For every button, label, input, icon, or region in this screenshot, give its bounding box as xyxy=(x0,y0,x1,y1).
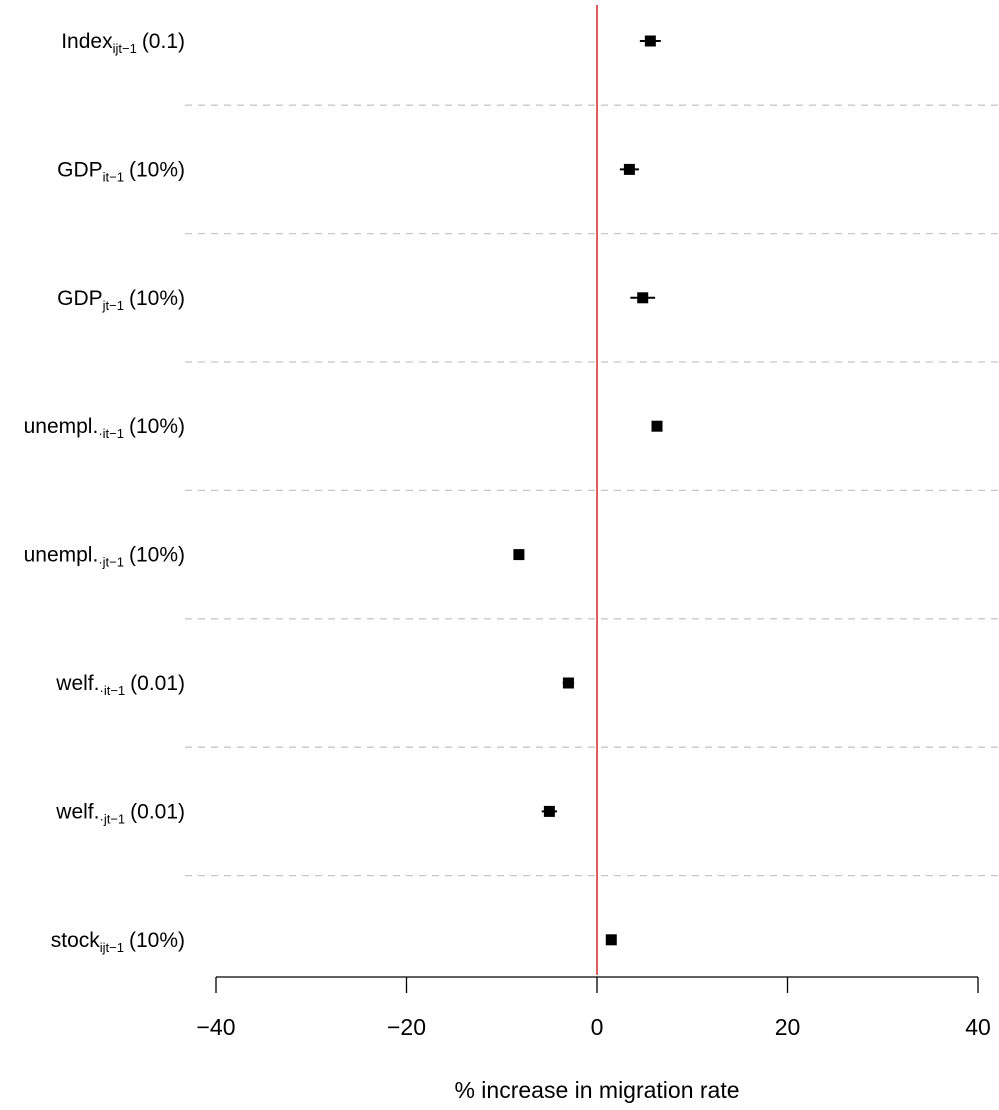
point-estimate xyxy=(644,35,656,47)
label-subscript: ijt−1 xyxy=(100,940,124,955)
y-tick-label: welf.·it−1 (0.01) xyxy=(55,672,185,698)
label-subscript: ·it−1 xyxy=(99,683,125,698)
label-scale: (10%) xyxy=(129,158,185,181)
y-tick-label: GDPit−1 (10%) xyxy=(57,158,185,184)
label-subscript: ·jt−1 xyxy=(98,555,124,570)
x-tick-label: 20 xyxy=(775,1014,801,1040)
y-tick-label: unempl.·jt−1 (10%) xyxy=(24,544,185,570)
label-main: Index xyxy=(61,30,113,53)
label-main: GDP xyxy=(57,287,103,310)
point-estimate xyxy=(543,805,555,817)
y-tick-label: stockijt−1 (10%) xyxy=(51,929,185,955)
label-main: unempl. xyxy=(24,544,99,567)
label-scale: (0.01) xyxy=(130,800,185,823)
label-main: welf. xyxy=(55,672,99,695)
point-estimate xyxy=(562,677,574,689)
label-main: stock xyxy=(51,929,101,952)
x-tick-label: −20 xyxy=(387,1014,426,1040)
y-tick-label: GDPjt−1 (10%) xyxy=(57,287,185,313)
y-tick-label: unempl.·it−1 (10%) xyxy=(24,415,185,441)
y-tick-label: Indexijt−1 (0.1) xyxy=(61,30,185,56)
point-estimate xyxy=(651,420,663,432)
label-main: welf. xyxy=(55,800,99,823)
x-tick-label: 0 xyxy=(591,1014,604,1040)
label-subscript: ·jt−1 xyxy=(99,811,125,826)
y-tick-label: welf.·jt−1 (0.01) xyxy=(55,800,185,826)
point-estimate xyxy=(513,549,525,561)
label-subscript: it−1 xyxy=(103,169,124,184)
x-axis-title: % increase in migration rate xyxy=(454,1077,739,1103)
point-estimate xyxy=(605,934,617,946)
label-scale: (10%) xyxy=(129,415,185,438)
label-scale: (0.1) xyxy=(142,30,185,53)
label-subscript: ·it−1 xyxy=(98,426,124,441)
label-main: GDP xyxy=(57,158,103,181)
point-estimate xyxy=(637,292,649,304)
label-scale: (10%) xyxy=(129,287,185,310)
label-subscript: ijt−1 xyxy=(113,41,137,56)
label-main: unempl. xyxy=(24,415,99,438)
label-subscript: jt−1 xyxy=(102,298,124,313)
point-estimate xyxy=(623,163,635,175)
label-scale: (10%) xyxy=(129,544,185,567)
x-tick-label: 40 xyxy=(965,1014,991,1040)
label-scale: (0.01) xyxy=(130,672,185,695)
label-scale: (10%) xyxy=(129,929,185,952)
x-tick-label: −40 xyxy=(196,1014,235,1040)
